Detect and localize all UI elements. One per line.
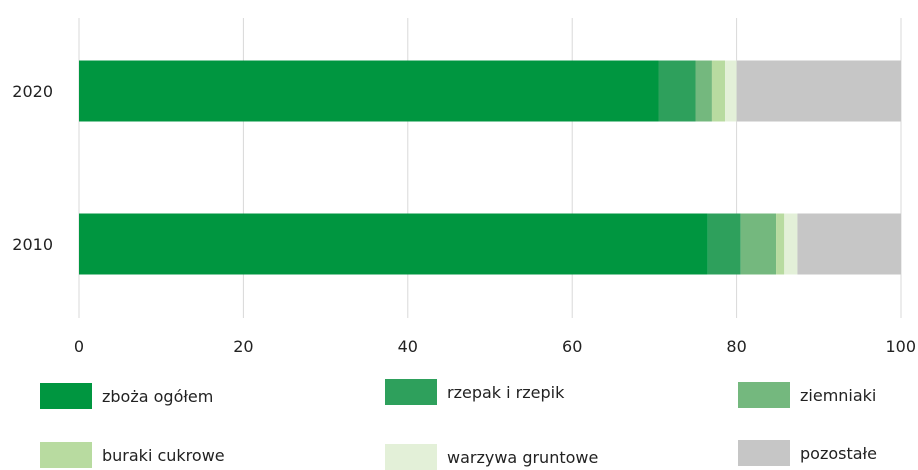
legend-swatch [385, 379, 437, 405]
bar-segment [797, 213, 901, 275]
bar-segment [79, 60, 659, 122]
legend-swatch [40, 442, 92, 468]
legend-label: zboża ogółem [102, 386, 214, 406]
legend-item: warzywa gruntowe [385, 444, 598, 470]
legend-label: pozostałe [800, 443, 877, 463]
bar-segment [784, 213, 798, 275]
bar-segment [740, 213, 777, 275]
legend-item: pozostałe [738, 440, 877, 466]
bar-segment [79, 213, 708, 275]
bar-segment [695, 60, 712, 122]
category-label: 2010 [12, 235, 53, 254]
legend-item: rzepak i rzepik [385, 379, 564, 405]
x-tick-label: 0 [74, 337, 84, 356]
x-tick-label: 40 [398, 337, 418, 356]
legend-item: ziemniaki [738, 382, 876, 408]
x-tick-label: 80 [726, 337, 746, 356]
x-tick-label: 100 [885, 337, 916, 356]
bar-segment [711, 60, 726, 122]
legend-item: zboża ogółem [40, 383, 213, 409]
bar-segment [736, 60, 901, 122]
category-label: 2020 [12, 82, 53, 101]
legend-swatch [738, 382, 790, 408]
legend-label: ziemniaki [800, 385, 877, 405]
stacked-bar-chart: 2020 2010 0 20 40 60 80 100 [12, 18, 916, 356]
legend-swatch [738, 440, 790, 466]
legend-swatch [40, 383, 92, 409]
bar-segment [776, 213, 785, 275]
legend-swatch [385, 444, 437, 470]
x-tick-label: 20 [233, 337, 253, 356]
legend-item: buraki cukrowe [40, 442, 225, 468]
x-tick-label: 60 [562, 337, 582, 356]
bar-segment [658, 60, 696, 122]
bar-segment [725, 60, 737, 122]
bar-segment [707, 213, 741, 275]
legend-label: buraki cukrowe [102, 445, 225, 465]
legend-label: rzepak i rzepik [447, 382, 565, 402]
legend-label: warzywa gruntowe [447, 447, 599, 467]
